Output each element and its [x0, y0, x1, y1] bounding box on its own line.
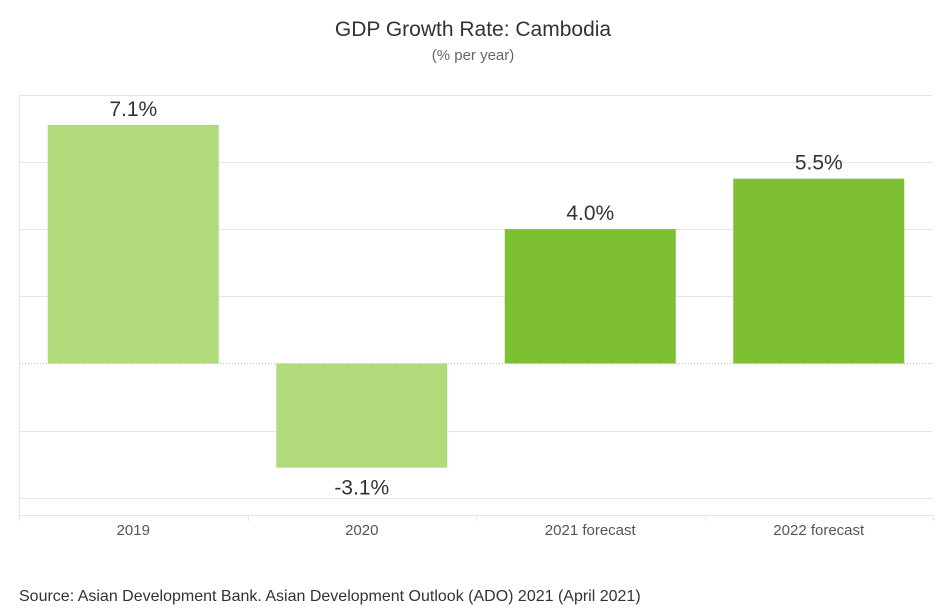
value-label: 7.1% — [109, 98, 157, 121]
category-label: 2019 — [117, 522, 150, 539]
chart-title: GDP Growth Rate: Cambodia — [334, 18, 612, 41]
chart-subtitle: (% per year) — [431, 47, 515, 64]
value-label: 5.5% — [795, 152, 843, 175]
bar-2020[interactable] — [276, 363, 448, 468]
gdp-bar-chart: 7.1%-3.1%4.0%5.5% 2019 2020 2021 forecast 2… — [19, 94, 934, 539]
category-label: 2020 — [345, 522, 378, 539]
value-label: 4.0% — [566, 202, 614, 225]
bars — [47, 124, 905, 468]
value-labels: 7.1% -3.1% 4.0% 5.5% — [109, 98, 842, 500]
bar-2019[interactable] — [47, 124, 219, 364]
bar-2022-forecast[interactable] — [733, 178, 905, 364]
category-label: 2022 forecast — [773, 522, 865, 539]
bar-2021-forecast[interactable] — [504, 229, 676, 364]
source-note: Source: Asian Development Bank. Asian De… — [19, 588, 641, 605]
x-axis: 2019 2020 2021 forecast 2022 forecast — [19, 515, 934, 539]
value-label: -3.1% — [334, 477, 389, 500]
category-label: 2021 forecast — [545, 522, 637, 539]
